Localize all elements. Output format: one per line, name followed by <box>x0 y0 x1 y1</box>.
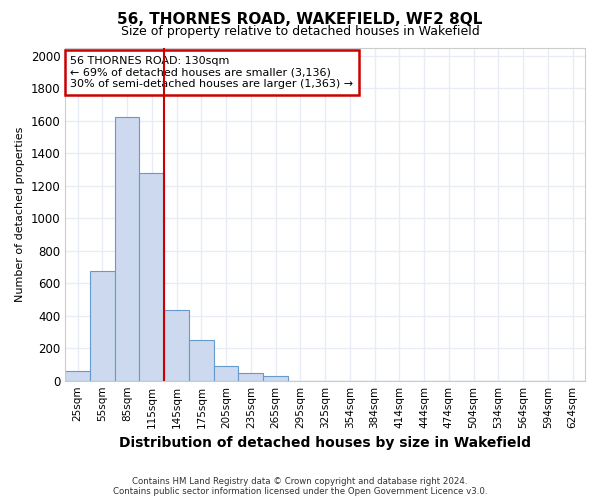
Bar <box>139 172 164 380</box>
Text: 56 THORNES ROAD: 130sqm
← 69% of detached houses are smaller (3,136)
30% of semi: 56 THORNES ROAD: 130sqm ← 69% of detache… <box>70 56 353 89</box>
Text: Contains HM Land Registry data © Crown copyright and database right 2024.
Contai: Contains HM Land Registry data © Crown c… <box>113 476 487 496</box>
Y-axis label: Number of detached properties: Number of detached properties <box>15 126 25 302</box>
Text: Size of property relative to detached houses in Wakefield: Size of property relative to detached ho… <box>121 25 479 38</box>
Text: 56, THORNES ROAD, WAKEFIELD, WF2 8QL: 56, THORNES ROAD, WAKEFIELD, WF2 8QL <box>118 12 482 28</box>
Bar <box>65 370 90 380</box>
Bar <box>164 310 189 380</box>
Bar <box>90 271 115 380</box>
Bar <box>189 340 214 380</box>
X-axis label: Distribution of detached houses by size in Wakefield: Distribution of detached houses by size … <box>119 436 531 450</box>
Bar <box>263 376 288 380</box>
Bar <box>238 372 263 380</box>
Bar <box>115 116 139 380</box>
Bar <box>214 366 238 380</box>
